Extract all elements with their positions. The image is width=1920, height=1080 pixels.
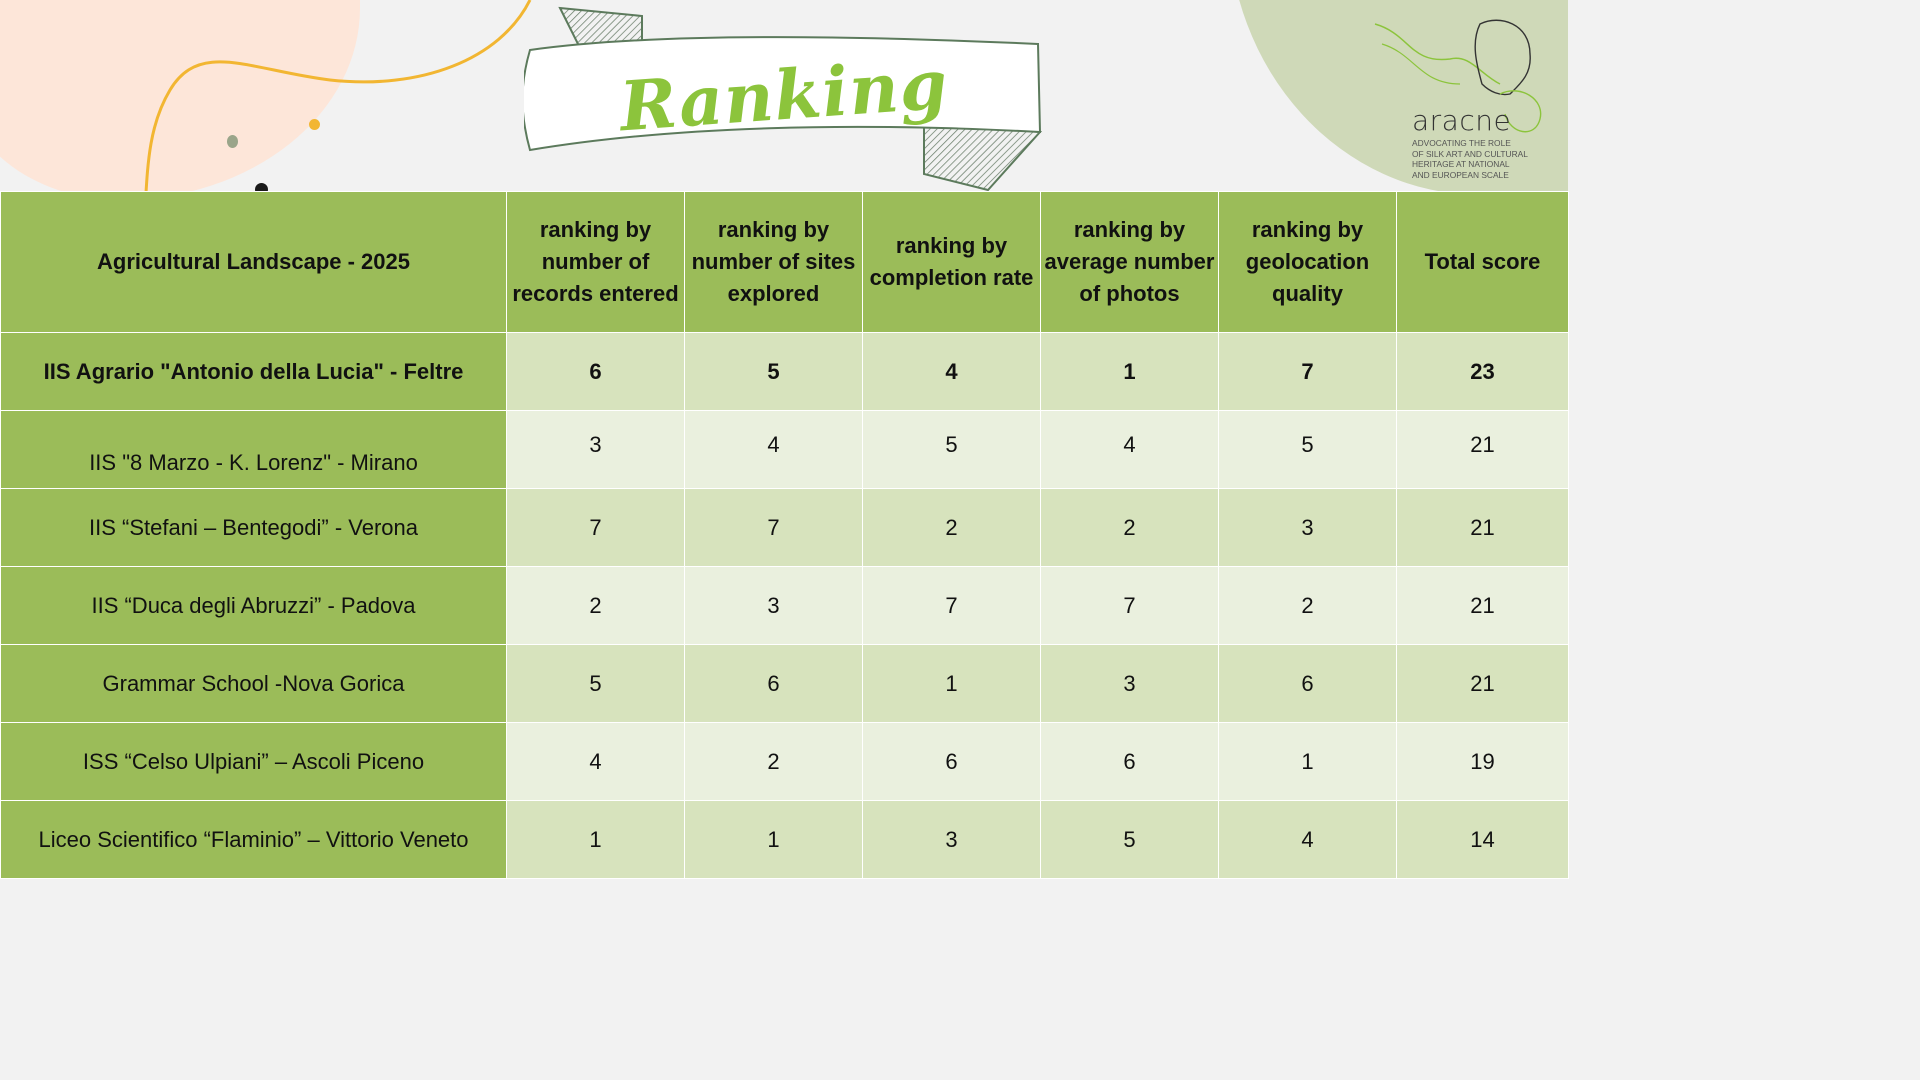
photos-rank: 3 xyxy=(1040,644,1219,723)
photos-rank: 4 xyxy=(1123,431,1136,457)
ranking-table: Agricultural Landscape - 2025 ranking by… xyxy=(0,191,1569,879)
school-name: IIS Agrario "Antonio della Lucia" - Felt… xyxy=(0,332,507,411)
tagline-line: ADVOCATING THE ROLE xyxy=(1412,138,1511,148)
column-header-geolocation: ranking by geolocation quality xyxy=(1218,191,1397,333)
school-name: IIS "8 Marzo - K. Lorenz" - Mirano xyxy=(89,449,418,475)
completion-rank: 4 xyxy=(862,332,1041,411)
completion-rank-cell: 5 xyxy=(862,410,1041,489)
sites-rank: 4 xyxy=(767,431,780,457)
table-row: ISS “Celso Ulpiani” – Ascoli Piceno 4 2 … xyxy=(0,722,1569,801)
table-row: Grammar School -Nova Gorica 5 6 1 3 6 21 xyxy=(0,644,1569,723)
yellow-curve xyxy=(144,0,532,195)
geolocation-rank: 3 xyxy=(1218,488,1397,567)
records-rank: 2 xyxy=(506,566,685,645)
header-decoration xyxy=(0,0,1568,195)
photos-rank: 2 xyxy=(1040,488,1219,567)
aracne-logo-icon xyxy=(1374,19,1542,133)
tagline-line: AND EUROPEAN SCALE xyxy=(1412,169,1509,180)
records-rank-cell: 3 xyxy=(506,410,685,489)
column-header-landscape: Agricultural Landscape - 2025 xyxy=(0,191,507,333)
table-row: IIS “Stefani – Bentegodi” - Verona 7 7 2… xyxy=(0,488,1569,567)
geolocation-rank: 2 xyxy=(1218,566,1397,645)
geolocation-rank: 7 xyxy=(1218,332,1397,411)
sites-rank: 7 xyxy=(684,488,863,567)
column-header-total: Total score xyxy=(1396,191,1569,333)
column-header-sites: ranking by number of sites explored xyxy=(684,191,863,333)
geolocation-rank: 1 xyxy=(1218,722,1397,801)
records-rank: 4 xyxy=(506,722,685,801)
school-name: ISS “Celso Ulpiani” – Ascoli Piceno xyxy=(0,722,507,801)
total-score: 23 xyxy=(1396,332,1569,411)
gray-dot xyxy=(227,135,238,148)
total-score: 19 xyxy=(1396,722,1569,801)
geolocation-rank: 5 xyxy=(1301,431,1314,457)
table-row: IIS Agrario "Antonio della Lucia" - Felt… xyxy=(0,332,1569,411)
total-score: 21 xyxy=(1396,488,1569,567)
sites-rank: 6 xyxy=(684,644,863,723)
table-row: Liceo Scientifico “Flaminio” – Vittorio … xyxy=(0,800,1569,879)
records-rank: 1 xyxy=(506,800,685,879)
ribbon-banner xyxy=(524,6,1043,192)
photos-rank: 5 xyxy=(1040,800,1219,879)
completion-rank: 6 xyxy=(862,722,1041,801)
geolocation-rank: 6 xyxy=(1218,644,1397,723)
school-name-cell: IIS "8 Marzo - K. Lorenz" - Mirano xyxy=(0,410,507,489)
table-header-row: Agricultural Landscape - 2025 ranking by… xyxy=(0,191,1569,333)
records-rank: 7 xyxy=(506,488,685,567)
school-name: Grammar School -Nova Gorica xyxy=(0,644,507,723)
photos-rank: 1 xyxy=(1040,332,1219,411)
tagline-line: OF SILK ART AND CULTURAL xyxy=(1412,148,1528,159)
column-header-completion: ranking by completion rate xyxy=(862,191,1041,333)
completion-rank: 3 xyxy=(862,800,1041,879)
total-score: 21 xyxy=(1396,644,1569,723)
records-rank: 5 xyxy=(506,644,685,723)
completion-rank: 1 xyxy=(862,644,1041,723)
completion-rank: 7 xyxy=(862,566,1041,645)
completion-rank: 5 xyxy=(945,431,958,457)
records-rank: 6 xyxy=(506,332,685,411)
column-header-photos: ranking by average number of photos xyxy=(1040,191,1219,333)
school-name: IIS “Duca degli Abruzzi” - Padova xyxy=(0,566,507,645)
geolocation-rank: 4 xyxy=(1218,800,1397,879)
logo-name: aracne xyxy=(1412,104,1512,137)
total-score: 14 xyxy=(1396,800,1569,879)
geolocation-rank-cell: 5 xyxy=(1218,410,1397,489)
sites-rank: 5 xyxy=(684,332,863,411)
records-rank: 3 xyxy=(589,431,602,457)
photos-rank: 7 xyxy=(1040,566,1219,645)
completion-rank: 2 xyxy=(862,488,1041,567)
sites-rank-cell: 4 xyxy=(684,410,863,489)
tagline-line: HERITAGE AT NATIONAL xyxy=(1412,159,1510,169)
column-header-records: ranking by number of records entered xyxy=(506,191,685,333)
table-row: IIS “Duca degli Abruzzi” - Padova 2 3 7 … xyxy=(0,566,1569,645)
sites-rank: 2 xyxy=(684,722,863,801)
school-name: Liceo Scientifico “Flaminio” – Vittorio … xyxy=(0,800,507,879)
sites-rank: 1 xyxy=(684,800,863,879)
logo-tagline: ADVOCATING THE ROLE OF SILK ART AND CULT… xyxy=(1412,138,1562,180)
sites-rank: 3 xyxy=(684,566,863,645)
photos-rank-cell: 4 xyxy=(1040,410,1219,489)
total-score: 21 xyxy=(1396,566,1569,645)
total-score-cell: 21 xyxy=(1396,410,1569,489)
table-row: IIS "8 Marzo - K. Lorenz" - Mirano 3 4 5… xyxy=(0,410,1569,489)
school-name: IIS “Stefani – Bentegodi” - Verona xyxy=(0,488,507,567)
photos-rank: 6 xyxy=(1040,722,1219,801)
yellow-dot xyxy=(309,119,320,130)
total-score: 21 xyxy=(1470,431,1495,457)
